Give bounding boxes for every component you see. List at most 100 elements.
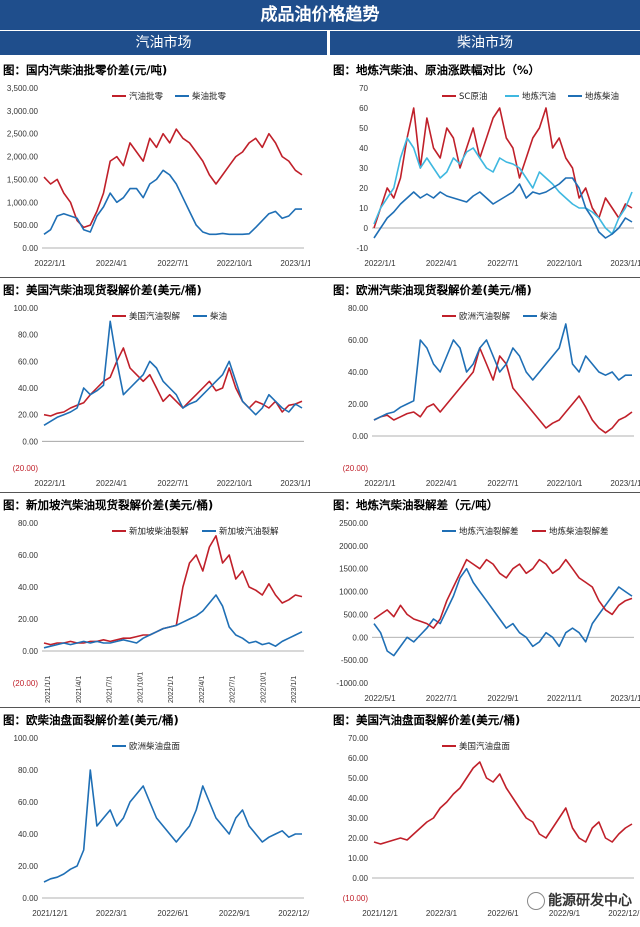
legend-label: 地炼汽油裂解差 bbox=[459, 526, 519, 537]
y-tick-label: 20.00 bbox=[18, 615, 39, 624]
chart-panel-c1: 图：国内汽柴油批零价差(元/吨) 3,500.00 3,000.00 2,500.00… bbox=[0, 62, 320, 277]
chart-svg: 80.00 60.00 40.00 20.00 0.00 (20.00) 2022/1/1 2… bbox=[343, 304, 640, 488]
series-line-2 bbox=[373, 177, 633, 239]
y-tick-label: 10.00 bbox=[348, 854, 369, 863]
x-tick-label: 2022/10/1 bbox=[260, 672, 267, 703]
legend-item: SC原油 bbox=[442, 91, 487, 102]
y-tick-label: 0.00 bbox=[352, 874, 368, 883]
legend-item: 美国汽油盘面 bbox=[442, 741, 511, 752]
y-tick-label: 40.00 bbox=[348, 794, 369, 803]
y-tick-label: 10 bbox=[359, 204, 368, 213]
legend-item: 汽油批零 bbox=[112, 91, 164, 102]
x-tick-label: 2022/10/1 bbox=[217, 479, 253, 488]
y-tick-label: 20 bbox=[359, 184, 368, 193]
legend-label: 欧洲柴油盘面 bbox=[129, 741, 181, 752]
x-tick-label: 2022/4/1 bbox=[96, 479, 128, 488]
legend-item: 欧洲汽油裂解 bbox=[442, 311, 511, 322]
x-tick-label: 2022/7/1 bbox=[487, 259, 519, 268]
x-tick-label: 2022/3/1 bbox=[96, 909, 128, 918]
y-tick-label: 20.00 bbox=[348, 400, 369, 409]
x-tick-label: 2023/1/1 bbox=[280, 259, 310, 268]
y-tick-label: 60.00 bbox=[18, 798, 39, 807]
chart-title: 图：美国汽柴油现货裂解价差(美元/桶) bbox=[3, 283, 202, 297]
chart-svg: 3,500.00 3,000.00 2,500.00 2,000.00 1,500.00… bbox=[7, 84, 310, 268]
page-title: 成品油价格趋势 bbox=[0, 0, 640, 30]
y-tick-label: 20.00 bbox=[348, 834, 369, 843]
legend-item: 地炼柴油 bbox=[568, 91, 619, 102]
y-tick-label: 20.00 bbox=[18, 411, 39, 420]
y-tick-label: 50.00 bbox=[348, 774, 369, 783]
y-tick-label: 40.00 bbox=[18, 384, 39, 393]
legend-label: 汽油批零 bbox=[129, 91, 164, 102]
series-line-0 bbox=[373, 347, 633, 434]
y-tick-label: 0.00 bbox=[352, 633, 368, 642]
chart-svg: 100.00 80.00 60.00 40.00 20.00 0.00 (20.00) 202… bbox=[13, 304, 310, 488]
x-tick-label: 2022/7/1 bbox=[426, 694, 458, 703]
x-tick-label: 2022/1/1 bbox=[34, 259, 66, 268]
chart-title: 图：欧洲汽柴油现货裂解价差(美元/桶) bbox=[333, 283, 532, 297]
x-tick-label: 2021/7/1 bbox=[107, 676, 114, 703]
series-line-0 bbox=[43, 534, 303, 646]
x-tick-label: 2023/1/1 bbox=[610, 694, 640, 703]
y-tick-label: 30 bbox=[359, 164, 368, 173]
x-tick-label: 2021/1/1 bbox=[45, 676, 52, 703]
legend-item: 柴油 bbox=[523, 311, 557, 322]
x-tick-label: 2022/10/1 bbox=[547, 479, 583, 488]
series-line-0 bbox=[373, 107, 633, 229]
y-tick-label: 80.00 bbox=[18, 519, 39, 528]
series-line-0 bbox=[373, 761, 633, 845]
x-tick-label: 2022/9/1 bbox=[549, 909, 581, 918]
legend-label: SC原油 bbox=[459, 91, 487, 102]
series-line-0 bbox=[43, 128, 303, 229]
legend-label: 柴油 bbox=[540, 311, 557, 322]
y-tick-label: 500.00 bbox=[14, 221, 39, 230]
x-tick-label: 2022/12/1 bbox=[608, 909, 640, 918]
section-diesel-header: 柴油市场 bbox=[330, 31, 640, 55]
y-tick-label: (20.00) bbox=[343, 464, 369, 473]
y-tick-label: 1,000.00 bbox=[7, 198, 39, 207]
series-line-0 bbox=[43, 769, 302, 883]
x-tick-label: 2022/3/1 bbox=[426, 909, 458, 918]
series-line-1 bbox=[373, 558, 633, 629]
y-tick-label: 3,000.00 bbox=[7, 107, 39, 116]
y-tick-label: 100.00 bbox=[14, 734, 39, 743]
x-tick-label: 2023/1/1 bbox=[610, 479, 640, 488]
legend-label: 欧洲汽油裂解 bbox=[459, 311, 511, 322]
y-tick-label: 40.00 bbox=[348, 368, 369, 377]
y-tick-label: 0 bbox=[364, 224, 369, 233]
legend-item: 柴油 bbox=[193, 311, 227, 322]
x-tick-label: 2021/12/1 bbox=[362, 909, 398, 918]
y-tick-label: 80.00 bbox=[18, 331, 39, 340]
y-tick-label: 0.00 bbox=[22, 437, 38, 446]
chart-panel-c4: 图：欧洲汽柴油现货裂解价差(美元/桶) 80.00 60.00 40.00 20.00 0… bbox=[330, 282, 640, 497]
chart-panel-c6: 图：地炼汽柴油裂解差（元/吨） 2500.00 2000.00 1500.00 1000… bbox=[330, 497, 640, 712]
x-tick-label: 2022/4/1 bbox=[96, 259, 128, 268]
x-tick-label: 2022/1/1 bbox=[364, 479, 396, 488]
chart-svg: 100.00 80.00 60.00 40.00 20.00 0.00 2021/12/1 2… bbox=[14, 734, 310, 918]
y-tick-label: 0.00 bbox=[22, 244, 38, 253]
y-tick-label: 2,000.00 bbox=[7, 153, 39, 162]
chart-panel-c2: 图：地炼汽柴油、原油涨跌幅对比（%） 70 60 50 40 30 20 10 0 -10 2022… bbox=[330, 62, 640, 277]
x-tick-label: 2021/10/1 bbox=[137, 672, 144, 703]
x-tick-label: 2022/9/1 bbox=[219, 909, 251, 918]
y-tick-label: 500.00 bbox=[344, 610, 369, 619]
legend-label: 地炼柴油裂解差 bbox=[549, 526, 609, 537]
legend-item: 新加坡汽油裂解 bbox=[202, 526, 279, 537]
y-tick-label: -500.00 bbox=[341, 656, 369, 665]
x-tick-label: 2022/6/1 bbox=[157, 909, 189, 918]
series-line-1 bbox=[43, 169, 302, 236]
panel-separator bbox=[0, 492, 640, 493]
y-tick-label: 80.00 bbox=[18, 766, 39, 775]
y-tick-label: 1500.00 bbox=[339, 565, 368, 574]
wechat-icon bbox=[527, 892, 545, 910]
y-tick-label: -1000.00 bbox=[336, 679, 368, 688]
x-tick-label: 2022/7/1 bbox=[230, 676, 237, 703]
legend-item: 美国汽油裂解 bbox=[112, 311, 181, 322]
chart-title: 图：地炼汽柴油、原油涨跌幅对比（%） bbox=[333, 63, 541, 77]
y-tick-label: 2500.00 bbox=[339, 519, 368, 528]
chart-panel-c8: 图：美国汽油盘面裂解价差(美元/桶) 70.00 60.00 50.00 40.00 30… bbox=[330, 712, 640, 927]
panel-separator bbox=[0, 277, 640, 278]
series-line-1 bbox=[373, 137, 633, 235]
x-tick-label: 2022/1/1 bbox=[364, 259, 396, 268]
legend-label: 新加坡汽油裂解 bbox=[219, 526, 279, 537]
